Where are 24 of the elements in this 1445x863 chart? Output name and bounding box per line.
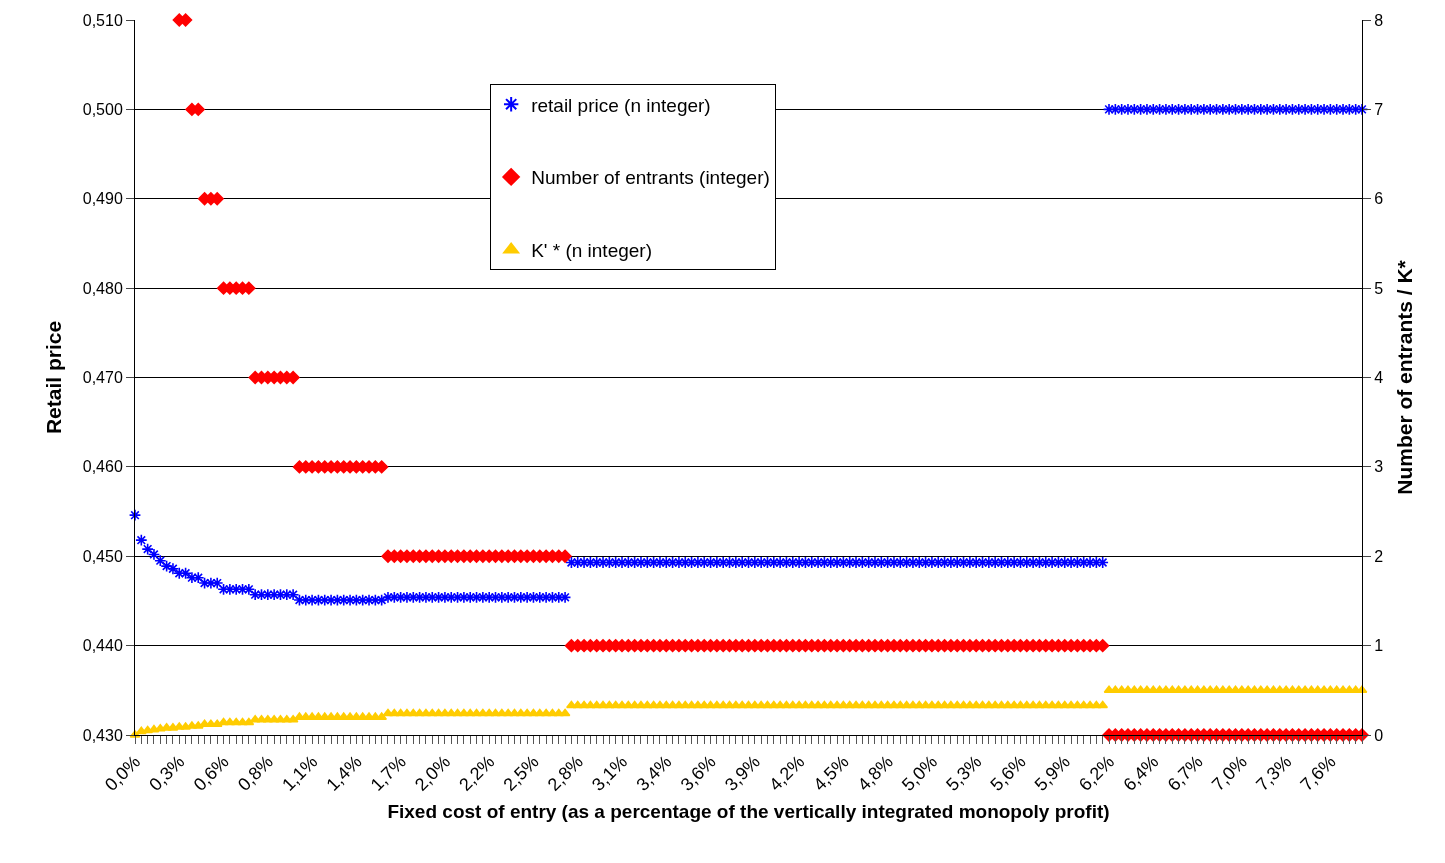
y-axis-title: Retail price <box>41 320 65 435</box>
legend-label: Number of entrants (integer) <box>531 167 770 189</box>
y2-tick-label: 3 <box>1374 458 1384 476</box>
y2-axis-title: Number of entrants / K* <box>1393 259 1417 495</box>
y2-tick-label: 8 <box>1374 11 1384 29</box>
x-axis-title: Fixed cost of entry (as a percentage of the vertically integrated monopoly profit) <box>387 800 1110 822</box>
y-tick-label: 0,430 <box>82 726 123 744</box>
legend-label: K' * (n integer) <box>531 240 653 262</box>
y2-tick-label: 2 <box>1374 547 1384 565</box>
y-tick-label: 0,480 <box>82 279 123 297</box>
y2-tick-label: 0 <box>1374 726 1384 744</box>
y-tick-label: 0,460 <box>82 458 123 476</box>
y2-tick-label: 7 <box>1374 100 1384 118</box>
y2-tick-label: 5 <box>1374 279 1384 297</box>
y-tick-label: 0,440 <box>82 637 123 655</box>
y-tick-label: 0,500 <box>82 100 123 118</box>
y2-tick-label: 6 <box>1374 190 1384 208</box>
y2-tick-label: 4 <box>1374 369 1384 387</box>
y-tick-label: 0,510 <box>82 11 123 29</box>
legend-label: retail price (n integer) <box>531 94 711 116</box>
y-tick-label: 0,470 <box>82 369 123 387</box>
y-tick-label: 0,490 <box>82 190 123 208</box>
y2-tick-label: 1 <box>1374 637 1384 655</box>
y-tick-label: 0,450 <box>82 547 123 565</box>
